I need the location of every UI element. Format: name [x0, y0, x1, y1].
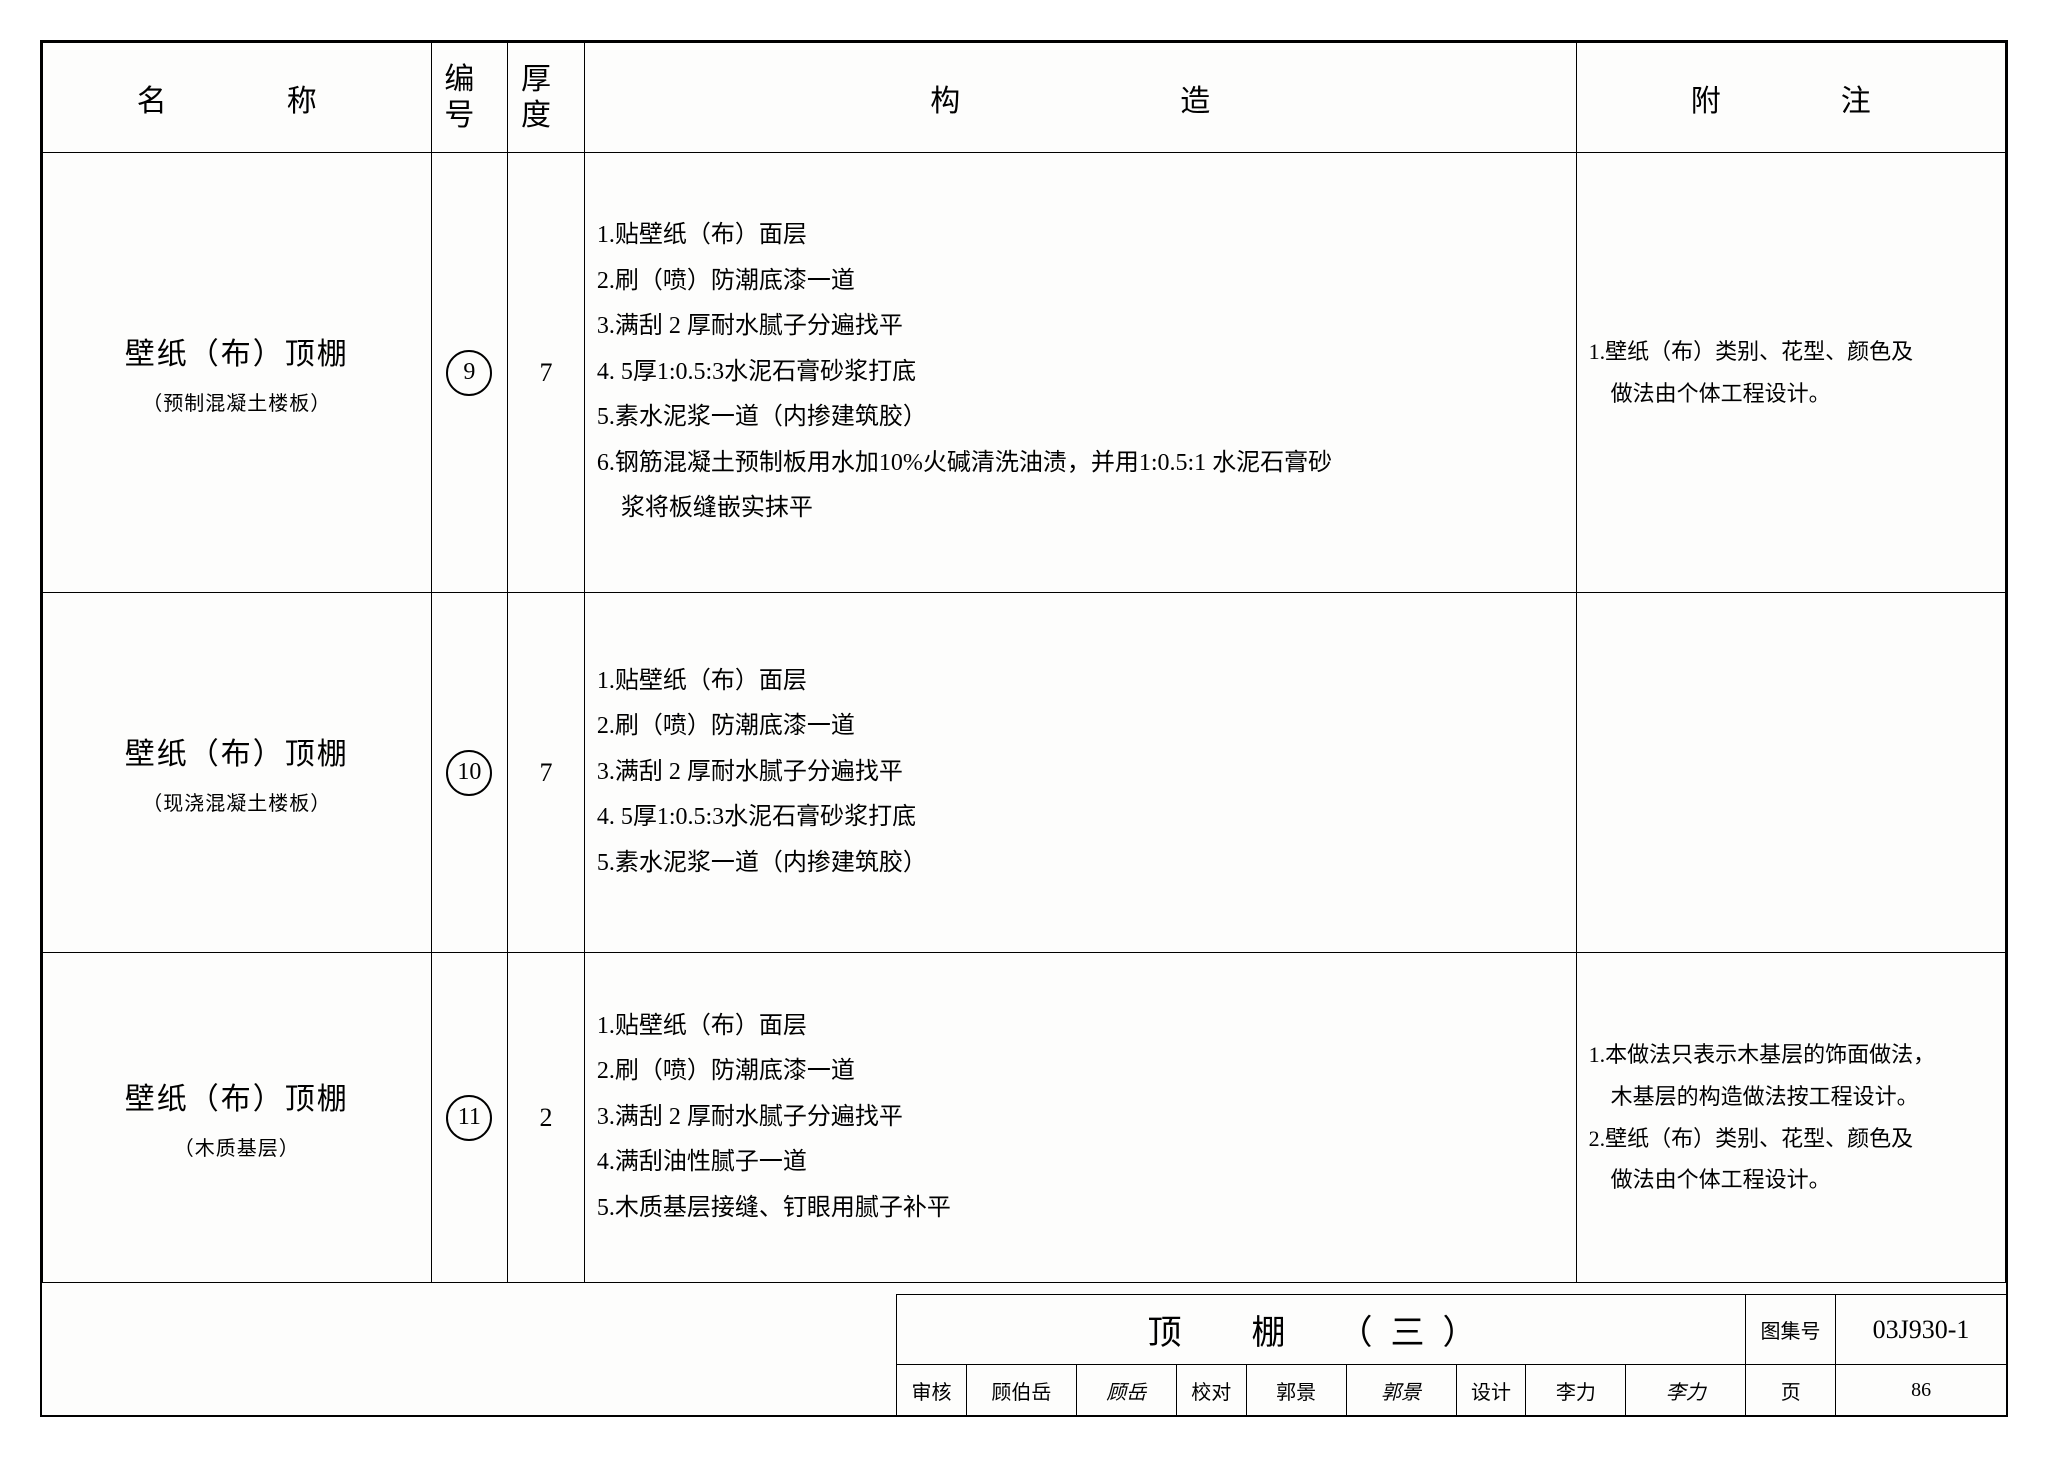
- title-row: 顶 棚 （三） 图集号 03J930-1: [897, 1295, 2006, 1365]
- name-cell: 壁纸（布）顶棚 （现浇混凝土楼板）: [43, 593, 432, 953]
- thickness-cell: 7: [508, 153, 585, 593]
- field-value: 李力: [1526, 1365, 1626, 1415]
- name-cell: 壁纸（布）顶棚 （预制混凝土楼板）: [43, 153, 432, 593]
- structure-cell: 1.贴壁纸（布）面层 2.刷（喷）防潮底漆一道 3.满刮 2 厚耐水腻子分遍找平…: [584, 153, 1576, 593]
- name-main: 壁纸（布）顶棚: [55, 729, 419, 773]
- table-row: 壁纸（布）顶棚 （预制混凝土楼板） 9 7 1.贴壁纸（布）面层 2.刷（喷）防…: [43, 153, 2006, 593]
- header-number: 编号: [431, 43, 508, 153]
- page-number: 86: [1836, 1365, 2006, 1415]
- circled-number: 9: [446, 350, 492, 396]
- notes-cell: 1.壁纸（布）类别、花型、颜色及 做法由个体工程设计。: [1576, 153, 2005, 593]
- name-sub: （预制混凝土楼板）: [55, 387, 419, 416]
- number-cell: 10: [431, 593, 508, 953]
- field-signature: 李力: [1626, 1365, 1746, 1415]
- number-cell: 9: [431, 153, 508, 593]
- spec-table: 名 称 编号 厚度 构 造 附 注 壁纸（布）顶棚 （预制混凝土楼板） 9 7 …: [42, 42, 2006, 1283]
- field-label: 设计: [1457, 1365, 1527, 1415]
- notes-cell: [1576, 593, 2005, 953]
- drawing-sheet: 名 称 编号 厚度 构 造 附 注 壁纸（布）顶棚 （预制混凝土楼板） 9 7 …: [40, 40, 2008, 1417]
- name-sub: （现浇混凝土楼板）: [55, 787, 419, 816]
- name-cell: 壁纸（布）顶棚 （木质基层）: [43, 953, 432, 1283]
- header-structure: 构 造: [584, 43, 1576, 153]
- header-thickness: 厚度: [508, 43, 585, 153]
- table-row: 壁纸（布）顶棚 （木质基层） 11 2 1.贴壁纸（布）面层 2.刷（喷）防潮底…: [43, 953, 2006, 1283]
- name-sub: （木质基层）: [55, 1132, 419, 1161]
- structure-cell: 1.贴壁纸（布）面层 2.刷（喷）防潮底漆一道 3.满刮 2 厚耐水腻子分遍找平…: [584, 953, 1576, 1283]
- set-label: 图集号: [1746, 1295, 1836, 1364]
- signoff-row: 审核 顾伯岳 顾岳 校对 郭景 郭景 设计 李力 李力 页 86: [897, 1365, 2006, 1415]
- field-signature: 顾岳: [1077, 1365, 1177, 1415]
- field-value: 郭景: [1247, 1365, 1347, 1415]
- field-label: 校对: [1177, 1365, 1247, 1415]
- table-row: 壁纸（布）顶棚 （现浇混凝土楼板） 10 7 1.贴壁纸（布）面层 2.刷（喷）…: [43, 593, 2006, 953]
- name-main: 壁纸（布）顶棚: [55, 329, 419, 373]
- structure-cell: 1.贴壁纸（布）面层 2.刷（喷）防潮底漆一道 3.满刮 2 厚耐水腻子分遍找平…: [584, 593, 1576, 953]
- circled-number: 10: [446, 750, 492, 796]
- circled-number: 11: [446, 1095, 492, 1141]
- sheet-title: 顶 棚 （三）: [897, 1295, 1746, 1364]
- name-main: 壁纸（布）顶棚: [55, 1074, 419, 1118]
- field-label: 审核: [897, 1365, 967, 1415]
- number-cell: 11: [431, 953, 508, 1283]
- thickness-cell: 2: [508, 953, 585, 1283]
- field-signature: 郭景: [1347, 1365, 1457, 1415]
- header-notes: 附 注: [1576, 43, 2005, 153]
- table-header-row: 名 称 编号 厚度 构 造 附 注: [43, 43, 2006, 153]
- notes-cell: 1.本做法只表示木基层的饰面做法， 木基层的构造做法按工程设计。 2.壁纸（布）…: [1576, 953, 2005, 1283]
- set-number: 03J930-1: [1836, 1295, 2006, 1364]
- header-name: 名 称: [43, 43, 432, 153]
- title-block: 顶 棚 （三） 图集号 03J930-1 审核 顾伯岳 顾岳 校对 郭景 郭景 …: [896, 1294, 2006, 1415]
- field-value: 顾伯岳: [967, 1365, 1077, 1415]
- thickness-cell: 7: [508, 593, 585, 953]
- page-label: 页: [1746, 1365, 1836, 1415]
